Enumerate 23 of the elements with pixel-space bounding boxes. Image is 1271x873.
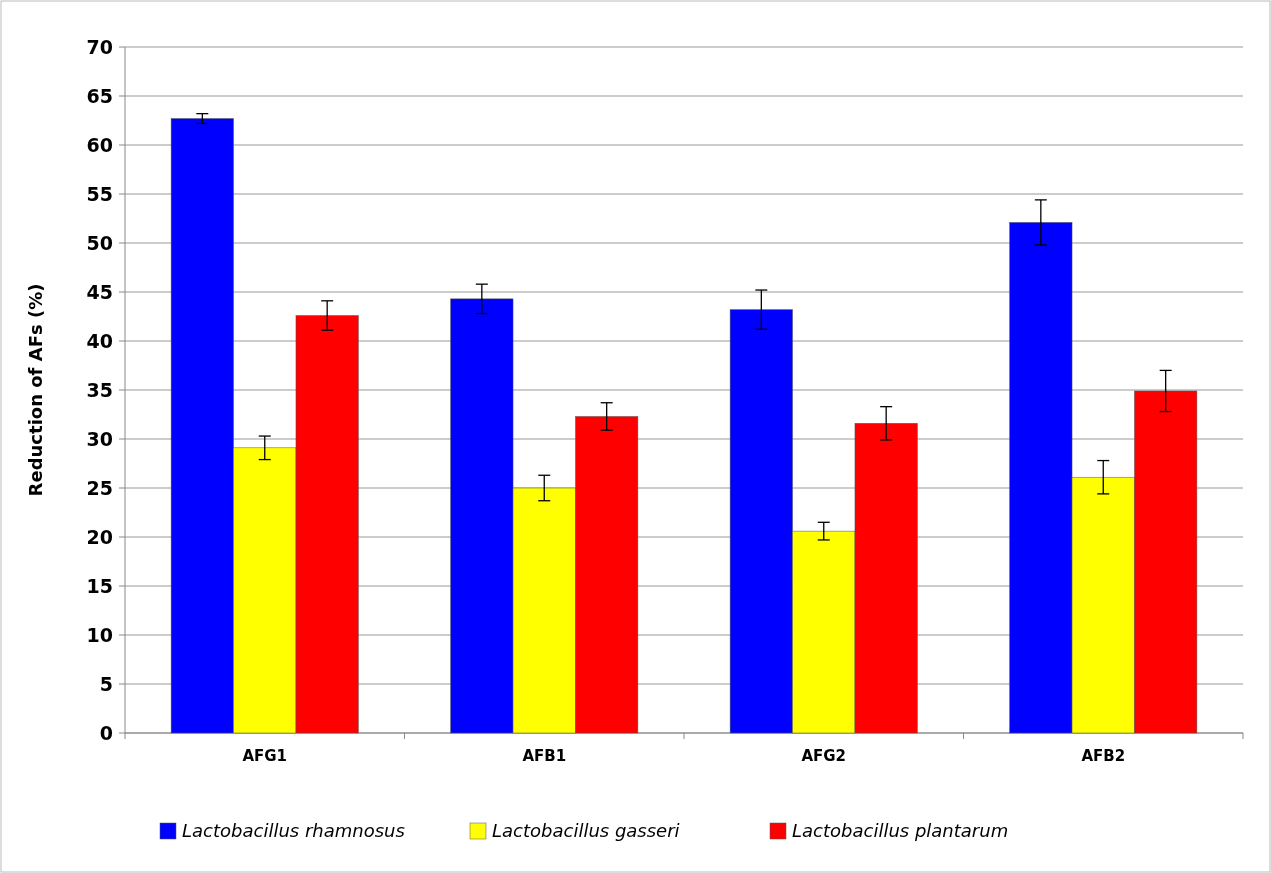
y-tick-label: 30: [86, 427, 113, 450]
y-tick-label: 25: [86, 476, 113, 499]
legend-label: Lactobacillus plantarum: [792, 820, 1009, 842]
y-tick-label: 20: [86, 525, 113, 548]
y-tick-label: 65: [86, 84, 113, 107]
y-tick-label: 60: [86, 133, 113, 156]
y-tick-label: 55: [86, 182, 113, 205]
y-tick-label: 40: [86, 329, 113, 352]
y-tick-label: 35: [86, 378, 113, 401]
y-tick-label: 15: [86, 574, 113, 597]
y-tick-label: 0: [99, 721, 113, 744]
legend-label: Lactobacillus rhamnosus: [182, 820, 405, 842]
x-tick-label: AFB2: [1081, 747, 1126, 765]
y-tick-label: 5: [99, 672, 113, 695]
y-axis-title: Reduction of AFs (%): [25, 283, 46, 497]
x-tick-label: AFB1: [522, 747, 567, 765]
y-tick-label: 10: [86, 623, 113, 646]
x-tick-label: AFG2: [801, 747, 847, 765]
y-tick-label: 50: [86, 231, 113, 254]
x-tick-label: AFG1: [242, 747, 288, 765]
y-tick-label: 70: [86, 35, 113, 58]
legend-label: Lactobacillus gasseri: [492, 820, 680, 842]
y-tick-label: 45: [86, 280, 113, 303]
